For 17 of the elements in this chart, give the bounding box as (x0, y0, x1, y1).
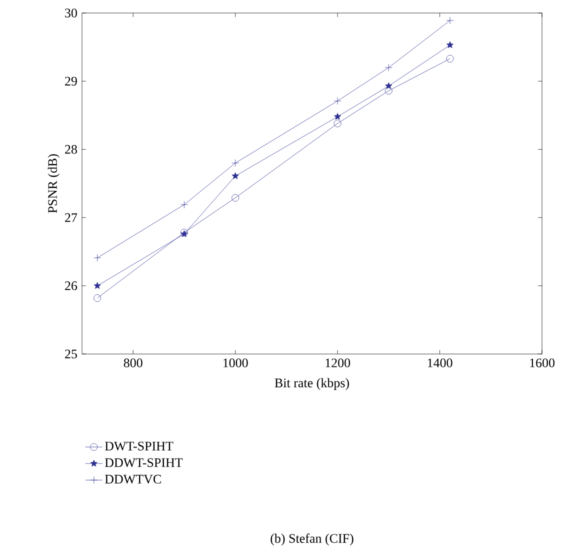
y-tick-label: 26 (65, 281, 78, 290)
y-tick-label: 28 (65, 145, 77, 154)
y-tick-label: 25 (65, 350, 77, 358)
legend-label: DWT-SPIHT (104, 442, 174, 451)
y-tick-label: 30 (65, 8, 77, 18)
x-axis-title: Bit rate (kbps) (274, 378, 349, 390)
text: (b) Stefan (CIF) (270, 534, 354, 546)
x-tick-label: 1400 (428, 358, 452, 368)
x-tick-label: 1200 (326, 358, 350, 368)
x-tick-label: 1600 (530, 358, 554, 368)
y-tick-label: 27 (65, 213, 78, 222)
legend-label: DDWT-SPIHT (104, 458, 183, 468)
x-tick-label: 800 (124, 358, 142, 368)
y-axis-title: PSNR (dB) (48, 154, 60, 213)
x-tick-label: 1000 (223, 358, 248, 368)
y-tick-label: 29 (65, 76, 77, 86)
legend-label: DDWTVC (104, 474, 161, 484)
